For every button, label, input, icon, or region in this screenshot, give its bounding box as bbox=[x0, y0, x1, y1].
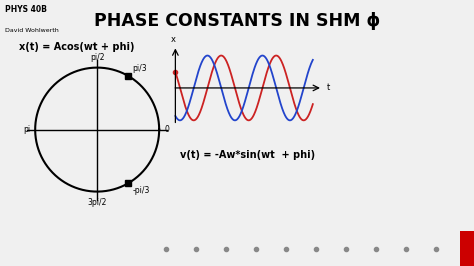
Bar bbox=[460, 231, 474, 266]
Text: pi/2: pi/2 bbox=[90, 53, 104, 62]
Text: x: x bbox=[171, 35, 176, 44]
Text: v(t) = -Aw*sin(wt  + phi): v(t) = -Aw*sin(wt + phi) bbox=[180, 151, 315, 160]
Text: 0: 0 bbox=[164, 125, 169, 134]
Text: -pi/3: -pi/3 bbox=[132, 186, 149, 195]
Text: 3pi/2: 3pi/2 bbox=[88, 198, 107, 207]
Text: pi/3: pi/3 bbox=[132, 64, 147, 73]
Text: t: t bbox=[327, 84, 330, 93]
Text: x(t) = Acos(wt + phi): x(t) = Acos(wt + phi) bbox=[19, 42, 135, 52]
Text: David Wohlwerth: David Wohlwerth bbox=[5, 28, 58, 33]
Text: PHYS 40B: PHYS 40B bbox=[5, 5, 46, 14]
Text: PHASE CONSTANTS IN SHM ϕ: PHASE CONSTANTS IN SHM ϕ bbox=[94, 11, 380, 30]
Text: pi: pi bbox=[23, 125, 30, 134]
